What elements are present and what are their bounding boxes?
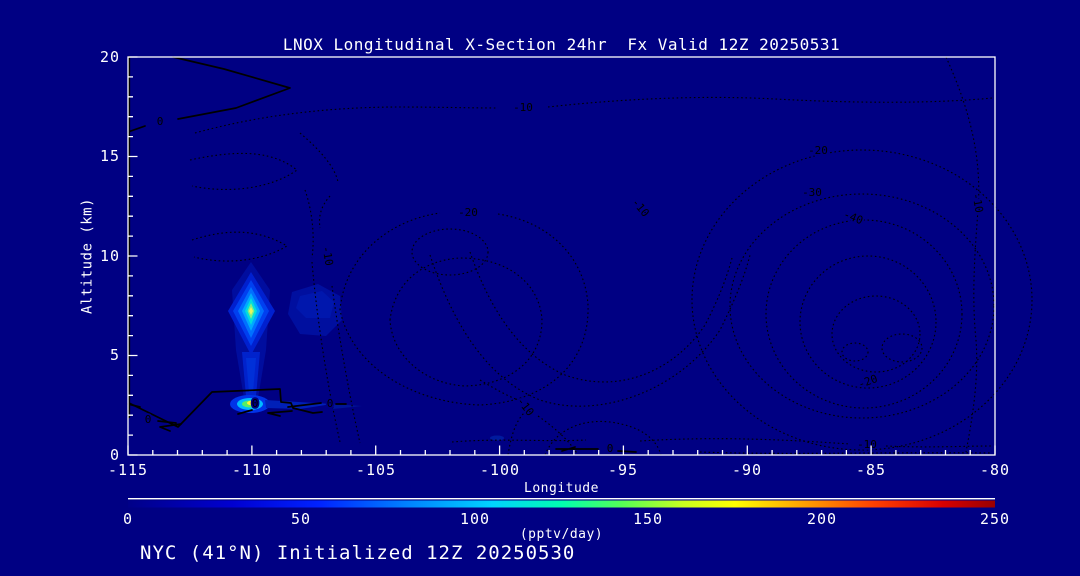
plot-frame — [127, 56, 996, 456]
contour-label: -10 — [319, 245, 335, 267]
x-tick--115: -115 — [107, 461, 149, 479]
x-axis-label: Longitude — [524, 481, 599, 496]
contour-label: -10 — [513, 101, 533, 114]
solid-contour-lines — [127, 55, 637, 453]
cbar-tick-250: 250 — [979, 510, 1011, 528]
contour-label: -10 — [969, 192, 985, 214]
cbar-tick-100: 100 — [459, 510, 491, 528]
x-axis-ticks — [127, 445, 996, 455]
y-tick-15: 15 — [99, 147, 120, 165]
x-tick--85: -85 — [855, 461, 887, 479]
x-tick--100: -100 — [479, 461, 521, 479]
y-tick-20: 20 — [99, 48, 120, 66]
x-tick--105: -105 — [355, 461, 397, 479]
y-tick-10: 10 — [99, 247, 120, 265]
colorbar-gradient-bar — [128, 500, 995, 508]
x-tick--95: -95 — [607, 461, 639, 479]
contour-label: -20 — [458, 206, 478, 219]
contour-label: -20 — [808, 144, 828, 157]
colorbar-units-label: (pptv/day) — [519, 527, 604, 542]
contour-label: -30 — [802, 186, 822, 199]
contour-label: 0 — [327, 397, 334, 410]
contour-label: -10 — [629, 196, 652, 220]
colorbar-top-rule — [128, 498, 995, 500]
contour-label: 0 — [252, 397, 259, 410]
colorbar — [128, 498, 995, 508]
contour-label-layer: 0 -10 -20 -10 -20 -30 -40 -10 -10 -20 -10 0 -10 0 0 0 — [143, 99, 987, 457]
y-tick-0: 0 — [109, 446, 120, 464]
midlevel-plume — [228, 272, 275, 355]
cbar-tick-0: 0 — [122, 510, 134, 528]
cbar-tick-150: 150 — [632, 510, 664, 528]
contour-label: 0 — [607, 442, 614, 455]
contour-label: 0 — [145, 413, 152, 426]
y-axis-ticks — [128, 56, 138, 456]
x-tick--80: -80 — [979, 461, 1011, 479]
contour-label: -10 — [514, 395, 536, 419]
surface-maximum — [230, 395, 270, 413]
contour-label: -40 — [842, 208, 865, 227]
contour-label: -20 — [856, 372, 879, 391]
x-tick--90: -90 — [731, 461, 763, 479]
y-tick-5: 5 — [109, 346, 120, 364]
cbar-tick-50: 50 — [290, 510, 312, 528]
dotted-contour-lines — [189, 56, 1033, 456]
x-tick--110: -110 — [231, 461, 273, 479]
contour-label: -10 — [857, 438, 877, 451]
initialization-caption: NYC (41°N) Initialized 12Z 20250530 — [140, 542, 576, 564]
cbar-tick-200: 200 — [806, 510, 838, 528]
weak-patch-inner — [296, 291, 334, 318]
plot-title: LNOX Longitudinal X-Section 24hr Fx Vali… — [282, 35, 841, 54]
contour-label: 0 — [157, 115, 164, 128]
filled-contour-features — [228, 262, 504, 441]
